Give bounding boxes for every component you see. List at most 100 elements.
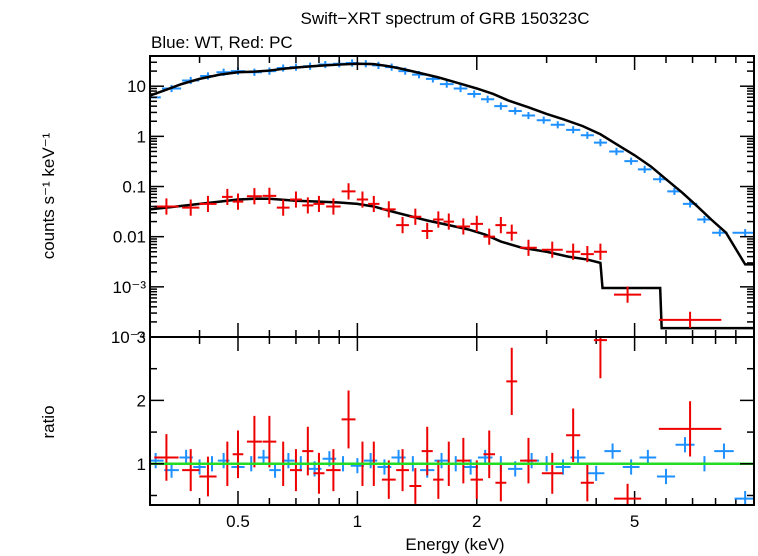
ratio-pc-point bbox=[483, 430, 496, 479]
ratio-pc-point bbox=[506, 347, 518, 416]
ratio-pc-point bbox=[290, 449, 302, 492]
ratio-wt-point bbox=[714, 443, 734, 459]
ratio-y-tick-label: 2 bbox=[137, 391, 146, 410]
spectrum-pc-point bbox=[302, 197, 314, 214]
pc-model-line bbox=[150, 197, 754, 330]
spectrum-pc-point bbox=[232, 193, 244, 210]
spectrum-wt-point bbox=[508, 107, 522, 115]
ratio-wt-point bbox=[587, 465, 605, 481]
spectrum-pc-point bbox=[658, 311, 722, 328]
ratio-pc-point bbox=[470, 460, 484, 499]
spectrum-pc-point bbox=[409, 208, 422, 225]
spectrum-pc-point bbox=[456, 218, 471, 235]
spectrum-wt-point bbox=[481, 95, 495, 103]
spectrum-pc-point bbox=[506, 224, 518, 241]
ratio-panel: 0.5 1 2 5 1 2 3 bbox=[137, 328, 755, 531]
spectrum-pc-point bbox=[276, 199, 290, 216]
spectrum-pc-point bbox=[433, 211, 444, 228]
chart-subtitle: Blue: WT, Red: PC bbox=[151, 33, 293, 52]
spectrum-wt-point bbox=[580, 131, 594, 139]
ratio-pc-point bbox=[182, 449, 200, 492]
ratio-frame bbox=[149, 336, 755, 506]
ratio-pc-point bbox=[246, 415, 262, 468]
spectrum-wt-point bbox=[550, 121, 565, 129]
ratio-wt-point bbox=[269, 462, 281, 478]
spectrum-pc-point bbox=[483, 228, 496, 245]
ratio-pc-point bbox=[313, 452, 325, 494]
ratio-wt-point bbox=[257, 449, 270, 466]
spectrum-pc-point bbox=[495, 217, 507, 234]
ratio-wt-point bbox=[434, 453, 449, 469]
y-tick-label: 10 bbox=[127, 77, 146, 96]
ratio-pc-point bbox=[232, 430, 244, 479]
spectrum-wt-point bbox=[566, 126, 581, 134]
ratio-pc-point bbox=[326, 449, 341, 492]
ratio-pc-point bbox=[341, 390, 356, 449]
ratio-pc-point bbox=[433, 460, 444, 499]
ratio-wt-point bbox=[282, 453, 295, 469]
ratio-pc-point bbox=[154, 434, 179, 481]
spectrum-pc-point bbox=[566, 243, 581, 260]
spectrum-pc-point bbox=[520, 239, 537, 256]
spectrum-pc-point bbox=[182, 199, 200, 216]
top-y-axis-label: counts s⁻¹ keV⁻¹ bbox=[39, 132, 58, 259]
ratio-pc-point bbox=[593, 337, 607, 379]
wt-model-line bbox=[150, 62, 754, 266]
ratio-pc-point bbox=[262, 415, 277, 468]
spectrum-pc-point bbox=[613, 286, 642, 303]
ratio-pc-point bbox=[520, 437, 537, 484]
y-tick-label: 0.01 bbox=[113, 228, 146, 247]
ratio-wt-point bbox=[604, 443, 621, 459]
spectrum-pc-point bbox=[368, 195, 380, 213]
spectrum-wt-point bbox=[494, 102, 508, 110]
spectrum-pc-point bbox=[326, 198, 341, 215]
ratio-wt-point bbox=[463, 459, 478, 475]
spectrum-data-layer bbox=[150, 59, 754, 330]
spectrum-wt-point bbox=[593, 139, 607, 147]
ratio-wt-point bbox=[639, 449, 657, 466]
spectrum-pc-point bbox=[154, 198, 179, 215]
ratio-pc-point bbox=[613, 483, 642, 505]
spectrum-pc-point bbox=[222, 188, 233, 206]
x-tick-label: 0.5 bbox=[226, 512, 250, 531]
ratio-wt-point bbox=[734, 491, 754, 505]
x-tick-label: 1 bbox=[353, 512, 362, 531]
spectrum-wt-point bbox=[697, 215, 712, 224]
spectrum-pc-point bbox=[356, 191, 369, 208]
spectrum-pc-point bbox=[580, 245, 594, 263]
ratio-pc-point bbox=[658, 401, 722, 457]
ratio-pc-point bbox=[456, 437, 471, 484]
spectrum-wt-point bbox=[150, 93, 161, 101]
spectrum-wt-point bbox=[609, 147, 624, 156]
x-tick-label: 2 bbox=[472, 512, 481, 531]
ratio-pc-point bbox=[302, 426, 314, 476]
ratio-wt-point bbox=[622, 459, 640, 475]
y-tick-label: 0.1 bbox=[122, 178, 146, 197]
spectrum-wt-point bbox=[439, 80, 454, 88]
spectrum-pc-point bbox=[246, 188, 262, 205]
ratio-pc-point bbox=[495, 464, 507, 502]
y-tick-label: 10⁻³ bbox=[112, 278, 146, 297]
spectrum-wt-point bbox=[624, 157, 638, 165]
spectrum-pc-point bbox=[199, 195, 217, 213]
y-tick-label: 1 bbox=[137, 127, 146, 146]
ratio-wt-point bbox=[193, 459, 206, 475]
ratio-pc-point bbox=[541, 452, 563, 494]
spectrum-wt-point bbox=[637, 165, 652, 173]
spectrum-pc-point bbox=[290, 191, 302, 208]
spectrum-pc-point bbox=[593, 243, 607, 260]
spectrum-wt-point bbox=[536, 116, 551, 124]
y-tick-label: 10⁻⁴ bbox=[111, 328, 146, 347]
spectrum-pc-point bbox=[381, 201, 396, 218]
ratio-wt-point bbox=[364, 453, 378, 469]
chart-title: Swift−XRT spectrum of GRB 150323C bbox=[301, 9, 590, 28]
ratio-pc-point bbox=[409, 468, 422, 504]
x-tick-label: 5 bbox=[630, 512, 639, 531]
spectrum-pc-point bbox=[541, 241, 563, 258]
ratio-pc-point bbox=[421, 426, 433, 476]
ratio-y-tick-label: 3 bbox=[137, 328, 146, 347]
ratio-wt-point bbox=[675, 437, 695, 453]
spectrum-pc-point bbox=[341, 183, 356, 200]
bottom-y-axis-label: ratio bbox=[39, 405, 58, 438]
